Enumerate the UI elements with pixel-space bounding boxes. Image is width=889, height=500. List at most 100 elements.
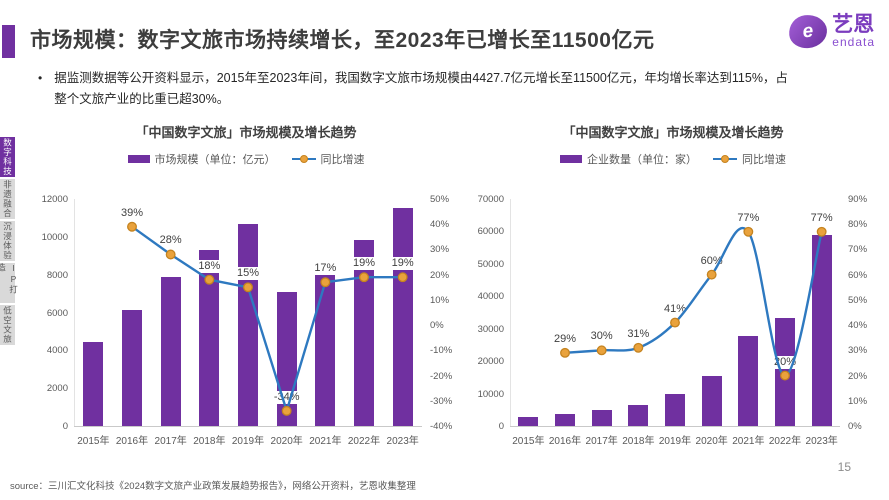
line-marker — [670, 317, 680, 328]
y-axis-line — [510, 199, 511, 426]
bar — [665, 394, 685, 426]
y-axis-label: 40000 — [477, 291, 504, 303]
x-axis-label: 2015年 — [77, 436, 110, 447]
y2-axis-label: 50% — [430, 194, 450, 205]
line-swatch-icon — [291, 155, 316, 164]
y-axis-label: 20000 — [477, 356, 504, 368]
sidebar-tab-1[interactable]: 非遗融合 — [0, 179, 15, 219]
y-axis-label: 50000 — [477, 258, 504, 270]
growth-label: 20% — [771, 355, 799, 369]
y-axis-label: 0 — [498, 421, 504, 432]
bar — [518, 417, 539, 426]
line-marker — [743, 226, 754, 237]
legend-label: 企业数量（单位：家） — [587, 154, 697, 166]
x-axis-label: 2018年 — [622, 436, 655, 447]
sidebar-tab-4[interactable]: 低空文旅 — [0, 305, 15, 345]
y2-axis-label: -30% — [430, 395, 453, 407]
line-marker — [165, 249, 176, 260]
x-axis-label: 2019年 — [658, 436, 692, 447]
endata-logo-icon: e — [787, 12, 829, 50]
bar — [811, 234, 832, 426]
x-axis-line — [74, 426, 422, 427]
chart-title: 「中国数字文旅」市场规模及增长趋势 — [562, 125, 784, 140]
bar — [555, 413, 575, 426]
x-axis-label: 2016年 — [548, 436, 582, 447]
logo-wordmark: 艺恩 endata — [832, 13, 875, 50]
growth-label: 19% — [389, 257, 416, 271]
y2-axis-label: -10% — [430, 345, 453, 357]
page-title: 市场规模：数字文旅市场持续增长，至2023年已增长至11500亿元 — [30, 29, 655, 52]
x-axis-label: 2017年 — [154, 436, 187, 447]
y-axis-label: 4000 — [46, 345, 68, 357]
x-axis-label: 2022年 — [768, 436, 802, 447]
legend-label: 同比增速 — [742, 154, 786, 166]
growth-label: 31% — [625, 327, 652, 341]
growth-label: 77% — [735, 211, 762, 225]
page-number: 15 — [837, 460, 851, 474]
bar — [392, 208, 413, 426]
y-axis-label: 0 — [62, 421, 68, 432]
x-axis-label: 2016年 — [115, 436, 149, 447]
bar — [738, 336, 759, 426]
y-axis-label: 2000 — [46, 383, 68, 395]
chart-legend: 企业数量（单位：家） 同比增速 — [472, 151, 874, 167]
legend-label: 同比增速 — [320, 154, 365, 166]
endata-logo: e 艺恩 endata — [787, 12, 875, 50]
legend-item-line: 同比增速 — [291, 151, 365, 167]
summary-text: 据监测数据等公开资料显示，2015年至2023年间，我国数字文旅市场规模由442… — [54, 71, 788, 107]
y-axis-label: 60000 — [477, 226, 504, 238]
y-axis-label: 70000 — [477, 194, 504, 205]
x-axis-label: 2015年 — [512, 436, 545, 447]
growth-label: 41% — [661, 302, 689, 316]
line-marker — [633, 342, 644, 353]
sidebar-tab-3[interactable]: IP打造 — [0, 263, 19, 303]
y-axis-label: 8000 — [46, 269, 68, 281]
growth-label: 77% — [808, 211, 835, 225]
growth-label: 17% — [312, 262, 339, 276]
y2-axis-label: 40% — [430, 219, 450, 231]
growth-label: 29% — [551, 332, 579, 346]
logo-brand-en: endata — [832, 35, 875, 50]
section-tabs: 数字科技非遗融合沉浸体验 IP打造低空文旅 — [0, 137, 19, 345]
summary-bullet: • 据监测数据等公开资料显示，2015年至2023年间，我国数字文旅市场规模由4… — [38, 68, 788, 111]
line-marker — [560, 347, 570, 358]
company-count-chart-panel: 「中国数字文旅」市场规模及增长趋势 企业数量（单位：家） 同比增速 0 10000 2… — [472, 122, 874, 449]
bar — [591, 409, 612, 426]
y2-axis-label: 50% — [848, 294, 868, 306]
bullet-marker: • — [38, 71, 43, 85]
line-marker — [706, 269, 717, 280]
legend-item-bar: 市场规模（单位：亿元） — [127, 151, 276, 167]
bar-swatch-icon — [127, 155, 150, 163]
y2-axis-label: 30% — [848, 345, 868, 357]
y2-axis-label: 0% — [848, 421, 862, 432]
bar — [628, 404, 649, 426]
x-axis-label: 2021年 — [732, 436, 765, 447]
x-axis-label: 2020年 — [270, 436, 303, 447]
growth-label: 15% — [234, 267, 262, 281]
x-axis-label: 2020年 — [695, 436, 728, 447]
bar — [238, 223, 258, 426]
sidebar-tab-2[interactable]: 沉浸体验 — [0, 221, 15, 261]
bar — [315, 269, 336, 426]
plot-area: 0 2000 4000 6000 8000 10000 12000 -40% -30% -20% -… — [36, 194, 456, 449]
y2-axis-label: 40% — [848, 320, 868, 332]
source-note: source：三川汇文化科技《2024数字文旅产业政策发展趋势报告》，网络公开资… — [10, 481, 416, 492]
line-marker — [127, 221, 137, 232]
growth-label: 30% — [588, 330, 615, 344]
bar — [160, 276, 181, 426]
y2-axis-label: 60% — [848, 269, 868, 281]
y2-axis-label: 20% — [848, 370, 868, 382]
legend-item-bar: 企业数量（单位：家） — [560, 151, 697, 167]
y2-axis-label: 30% — [430, 244, 450, 256]
x-axis-label: 2021年 — [309, 436, 342, 447]
y2-axis-label: 10% — [430, 294, 450, 306]
x-axis-label: 2023年 — [805, 436, 838, 447]
y2-axis-label: 70% — [848, 244, 868, 256]
x-axis-label: 2017年 — [585, 436, 618, 447]
bar — [83, 342, 104, 426]
growth-label: -34% — [271, 390, 302, 404]
legend-label: 市场规模（单位：亿元） — [154, 154, 276, 166]
y-axis-label: 6000 — [46, 307, 68, 319]
sidebar-tab-0[interactable]: 数字科技 — [0, 137, 15, 177]
